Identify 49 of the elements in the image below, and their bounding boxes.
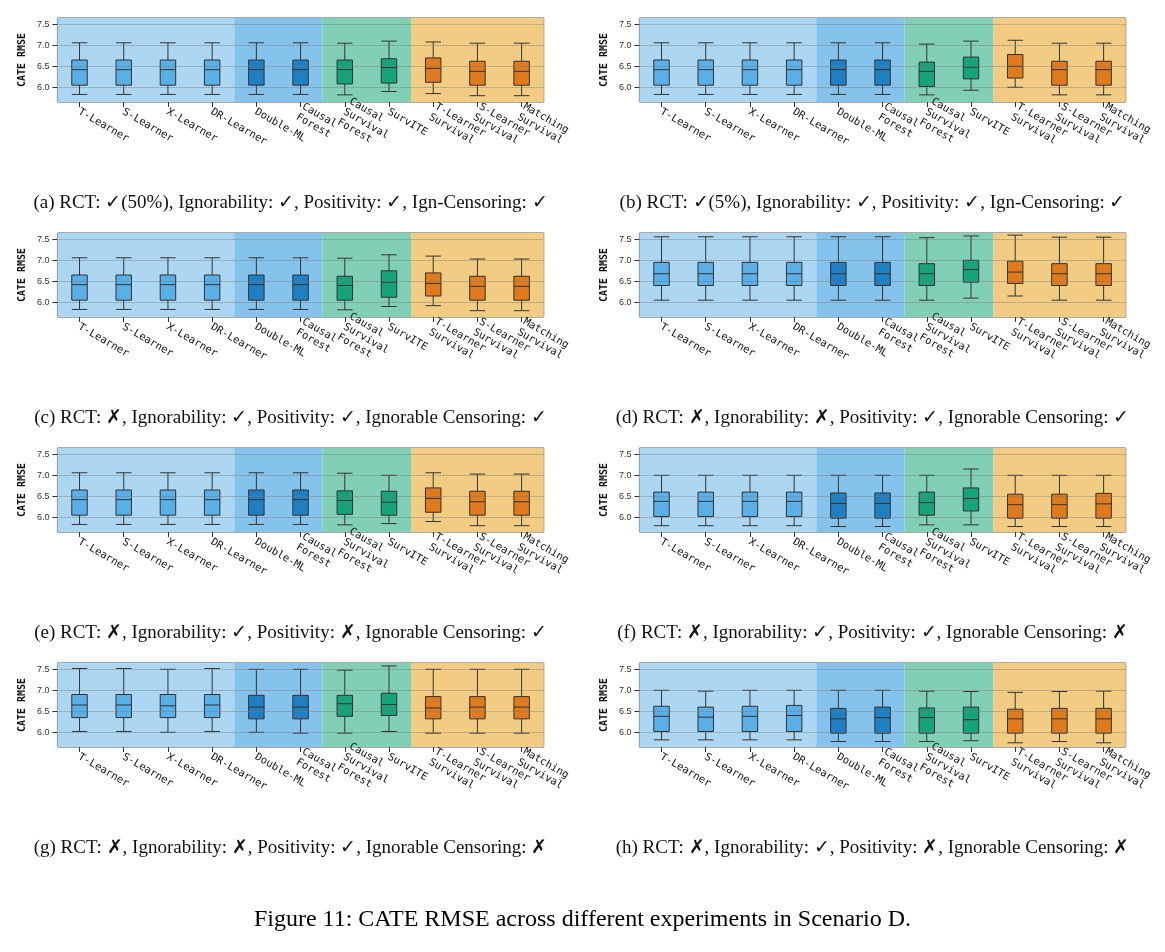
y-tick-label: 7.5 — [618, 664, 632, 675]
y-axis-title: CATE RMSE — [15, 677, 27, 733]
y-tick-label: 6.0 — [36, 82, 50, 93]
y-tick-label: 7.5 — [36, 234, 50, 245]
y-tick-label: 6.5 — [36, 61, 50, 72]
y-tick-label: 7.0 — [618, 470, 632, 481]
y-axis-title: CATE RMSE — [597, 32, 609, 88]
y-tick-label: 7.0 — [618, 685, 632, 696]
y-tick-label: 6.0 — [36, 727, 50, 738]
text: (g) RCT: ✗, Ignorability: ✗, Positivity: ✓, Ignorable Censoring: ✗ — [33, 836, 548, 858]
y-tick-label: 7.0 — [36, 40, 50, 51]
caption: Figure 11: CATE RMSE across different experiments in Scenario D. — [252, 905, 913, 932]
y-axis-title: CATE RMSE — [15, 462, 27, 518]
y-tick-label: 6.5 — [36, 706, 50, 717]
y-tick-label: 7.5 — [36, 449, 50, 460]
y-tick-label: 6.5 — [36, 491, 50, 502]
text: (d) RCT: ✗, Ignorability: ✗, Positivity: ✓, Ignorable Censoring: ✓ — [615, 406, 1130, 428]
y-axis-title: CATE RMSE — [15, 247, 27, 303]
y-tick-label: 7.5 — [618, 234, 632, 245]
y-tick-label: 6.5 — [618, 491, 632, 502]
text: (c) RCT: ✗, Ignorability: ✓, Positivity: ✓, Ignorable Censoring: ✓ — [34, 406, 547, 428]
y-tick-label: 7.5 — [36, 664, 50, 675]
text: (b) RCT: ✓(5%), Ignorability: ✓, Positivity: ✓, Ign-Censoring: ✓ — [619, 191, 1126, 213]
y-tick-label: 6.5 — [36, 276, 50, 287]
y-tick-label: 6.5 — [618, 61, 632, 72]
y-axis-title: CATE RMSE — [15, 32, 27, 88]
y-tick-label: 6.0 — [618, 727, 632, 738]
y-tick-label: 7.0 — [36, 685, 50, 696]
y-axis-title: CATE RMSE — [597, 462, 609, 518]
y-tick-label: 6.5 — [618, 706, 632, 717]
y-tick-label: 6.0 — [36, 512, 50, 523]
y-tick-label: 7.0 — [618, 40, 632, 51]
y-tick-label: 7.0 — [36, 470, 50, 481]
y-tick-label: 7.5 — [36, 19, 50, 30]
y-tick-label: 6.0 — [618, 512, 632, 523]
y-tick-label: 6.5 — [618, 276, 632, 287]
y-tick-label: 6.0 — [36, 297, 50, 308]
y-tick-label: 7.0 — [618, 255, 632, 266]
y-axis-title: CATE RMSE — [597, 677, 609, 733]
y-tick-label: 7.0 — [36, 255, 50, 266]
y-tick-label: 6.0 — [618, 82, 632, 93]
text: (f) RCT: ✗, Ignorability: ✓, Positivity: ✓, Ignorable Censoring: ✗ — [617, 621, 1128, 643]
y-tick-label: 7.5 — [618, 19, 632, 30]
text: (e) RCT: ✗, Ignorability: ✓, Positivity: ✗, Ignorable Censoring: ✓ — [34, 621, 547, 643]
y-tick-label: 7.5 — [618, 449, 632, 460]
text: (h) RCT: ✗, Ignorability: ✓, Positivity: ✗, Ignorable Censoring: ✗ — [615, 836, 1130, 858]
y-axis-title: CATE RMSE — [597, 247, 609, 303]
text: (a) RCT: ✓(50%), Ignorability: ✓, Positivity: ✓, Ign-Censoring: ✓ — [33, 191, 548, 213]
y-tick-label: 6.0 — [618, 297, 632, 308]
